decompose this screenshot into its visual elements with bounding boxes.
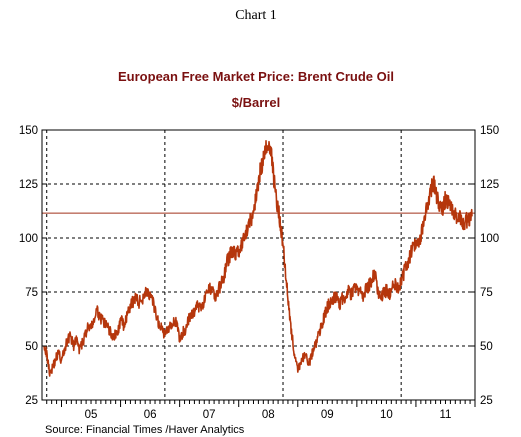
x-tick-label: 11 (439, 409, 451, 421)
source-note: Source: Financial Times /Haver Analytics (45, 424, 245, 436)
y-tick-label-left: 25 (25, 395, 38, 407)
x-tick-label: 07 (203, 409, 216, 421)
x-tick-label: 09 (321, 409, 334, 421)
y-tick-label-left: 125 (19, 179, 38, 191)
y-tick-label-left: 150 (19, 125, 38, 137)
series-line-brent (43, 140, 473, 377)
series-layer (43, 140, 473, 377)
y-tick-label-right: 150 (480, 125, 499, 137)
y-tick-label-right: 75 (480, 287, 493, 299)
y-tick-label-left: 100 (19, 233, 38, 245)
y-tick-label-right: 100 (480, 233, 499, 245)
x-tick-label: 05 (85, 409, 98, 421)
y-tick-label-left: 75 (25, 287, 38, 299)
chart-subtitle: $/Barrel (232, 95, 280, 110)
x-tick-label: 08 (262, 409, 275, 421)
plot-frame (41, 129, 476, 401)
y-tick-label-right: 125 (480, 179, 499, 191)
x-tick-label: 06 (144, 409, 157, 421)
y-tick-label-right: 25 (480, 395, 493, 407)
y-tick-label-right: 50 (480, 341, 493, 353)
gridlines (42, 130, 475, 400)
x-tick-label: 10 (380, 409, 393, 421)
axes: 25 25 50 50 75 75 100 100 125 125 150 150 05 06 07 08 09… (19, 125, 499, 421)
chart-heading: Chart 1 (235, 8, 277, 23)
y-tick-label-left: 50 (25, 341, 38, 353)
chart-title: European Free Market Price: Brent Crude … (118, 69, 394, 84)
